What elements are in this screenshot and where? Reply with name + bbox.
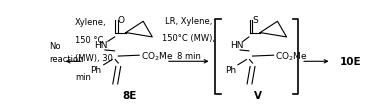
Text: V: V — [254, 90, 262, 100]
Text: 10E: 10E — [340, 57, 362, 67]
Text: O: O — [118, 16, 125, 25]
Text: S: S — [252, 16, 258, 25]
Text: 150°C (MW),: 150°C (MW), — [162, 34, 215, 43]
Text: reaction: reaction — [49, 55, 83, 64]
Text: CO$_2$Me: CO$_2$Me — [275, 50, 308, 63]
Text: Xylene,: Xylene, — [75, 18, 107, 27]
Text: HN: HN — [94, 41, 108, 50]
Text: Ph: Ph — [91, 66, 102, 75]
Text: 8E: 8E — [122, 90, 137, 100]
Text: LR, Xylene,: LR, Xylene, — [165, 17, 212, 26]
Text: min: min — [75, 72, 91, 81]
Text: No: No — [49, 42, 60, 51]
Text: 8 min: 8 min — [177, 51, 201, 60]
Text: Ph: Ph — [225, 66, 236, 75]
Text: CO$_2$Me: CO$_2$Me — [141, 50, 173, 63]
Text: (MW), 30: (MW), 30 — [75, 54, 113, 63]
Text: 150 °C: 150 °C — [75, 36, 103, 45]
Text: HN: HN — [230, 41, 243, 50]
